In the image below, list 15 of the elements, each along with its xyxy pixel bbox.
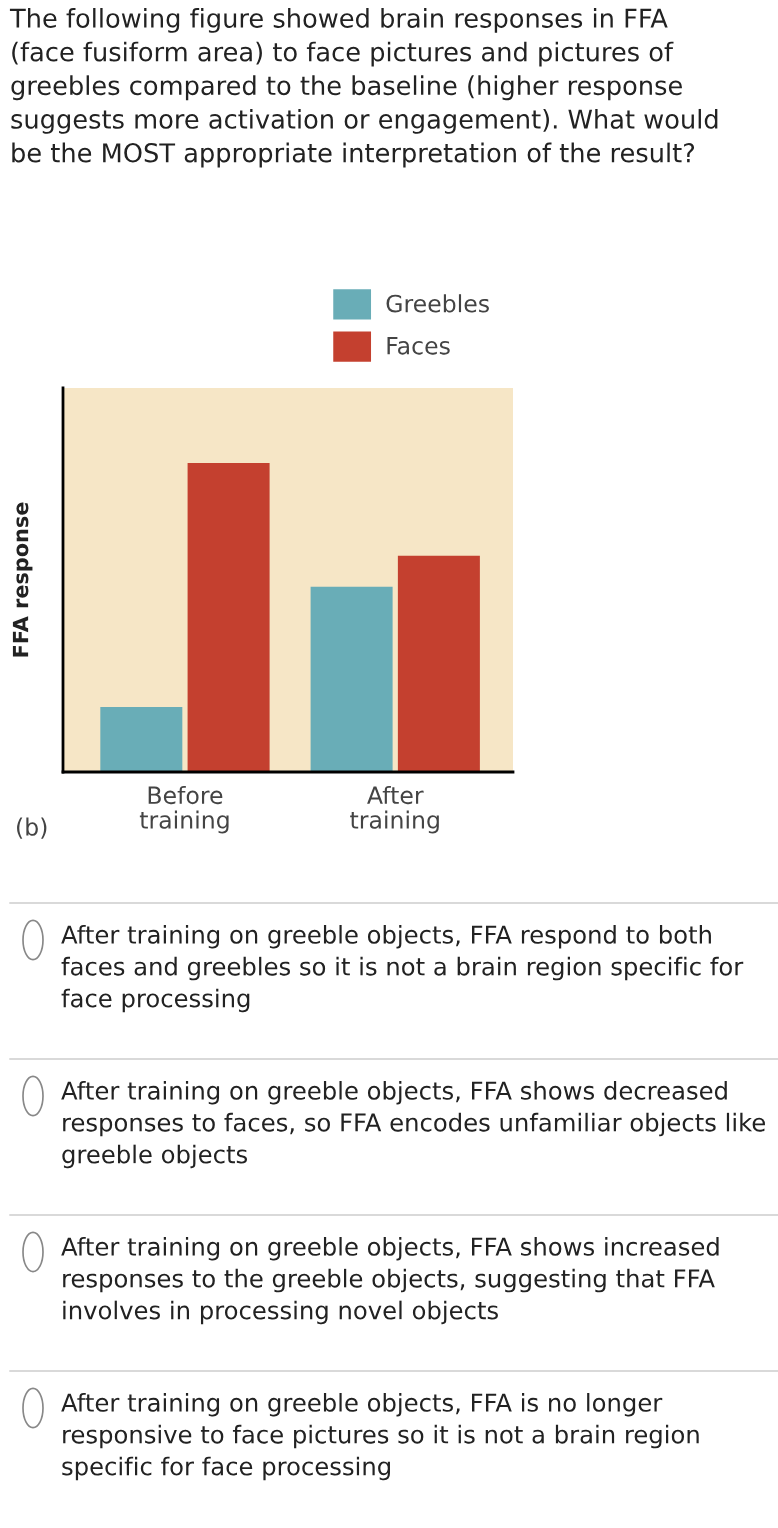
text: After training on greeble objects, FFA is no longer responsive to face pictures so it is not a brain region specific for face processing [61, 1393, 699, 1481]
x-tick-label: After training [350, 785, 439, 834]
x-tick-label: Before training [139, 785, 229, 834]
bar [397, 555, 480, 772]
bar [100, 707, 183, 772]
text: After training on greeble objects, FFA shows decreased responses to faces, so FFA encodes unfamiliar objects like greeble objects [61, 1081, 765, 1169]
bar [187, 463, 270, 772]
chart-title: The following figure showed brain responses in FFA (face fusiform area) to face pictures and pictures of greebles compared to the baseline (higher response suggests more activation or engagement). What would be the MOST appropriate interpretation of the result? [9, 8, 718, 168]
y-axis-title: FFA response [12, 502, 33, 657]
legend-label: Greebles [386, 294, 489, 313]
legend-label: Faces [387, 337, 450, 355]
text: (b) [17, 817, 47, 839]
text: After training on greeble objects, FFA respond to both faces and greebles so it is not a brain region specific for face processing [61, 925, 744, 1013]
bar [310, 586, 393, 772]
text: After training on greeble objects, FFA shows increased responses to the greeble objects, suggesting that FFA involves in processing novel objects [61, 1237, 719, 1325]
